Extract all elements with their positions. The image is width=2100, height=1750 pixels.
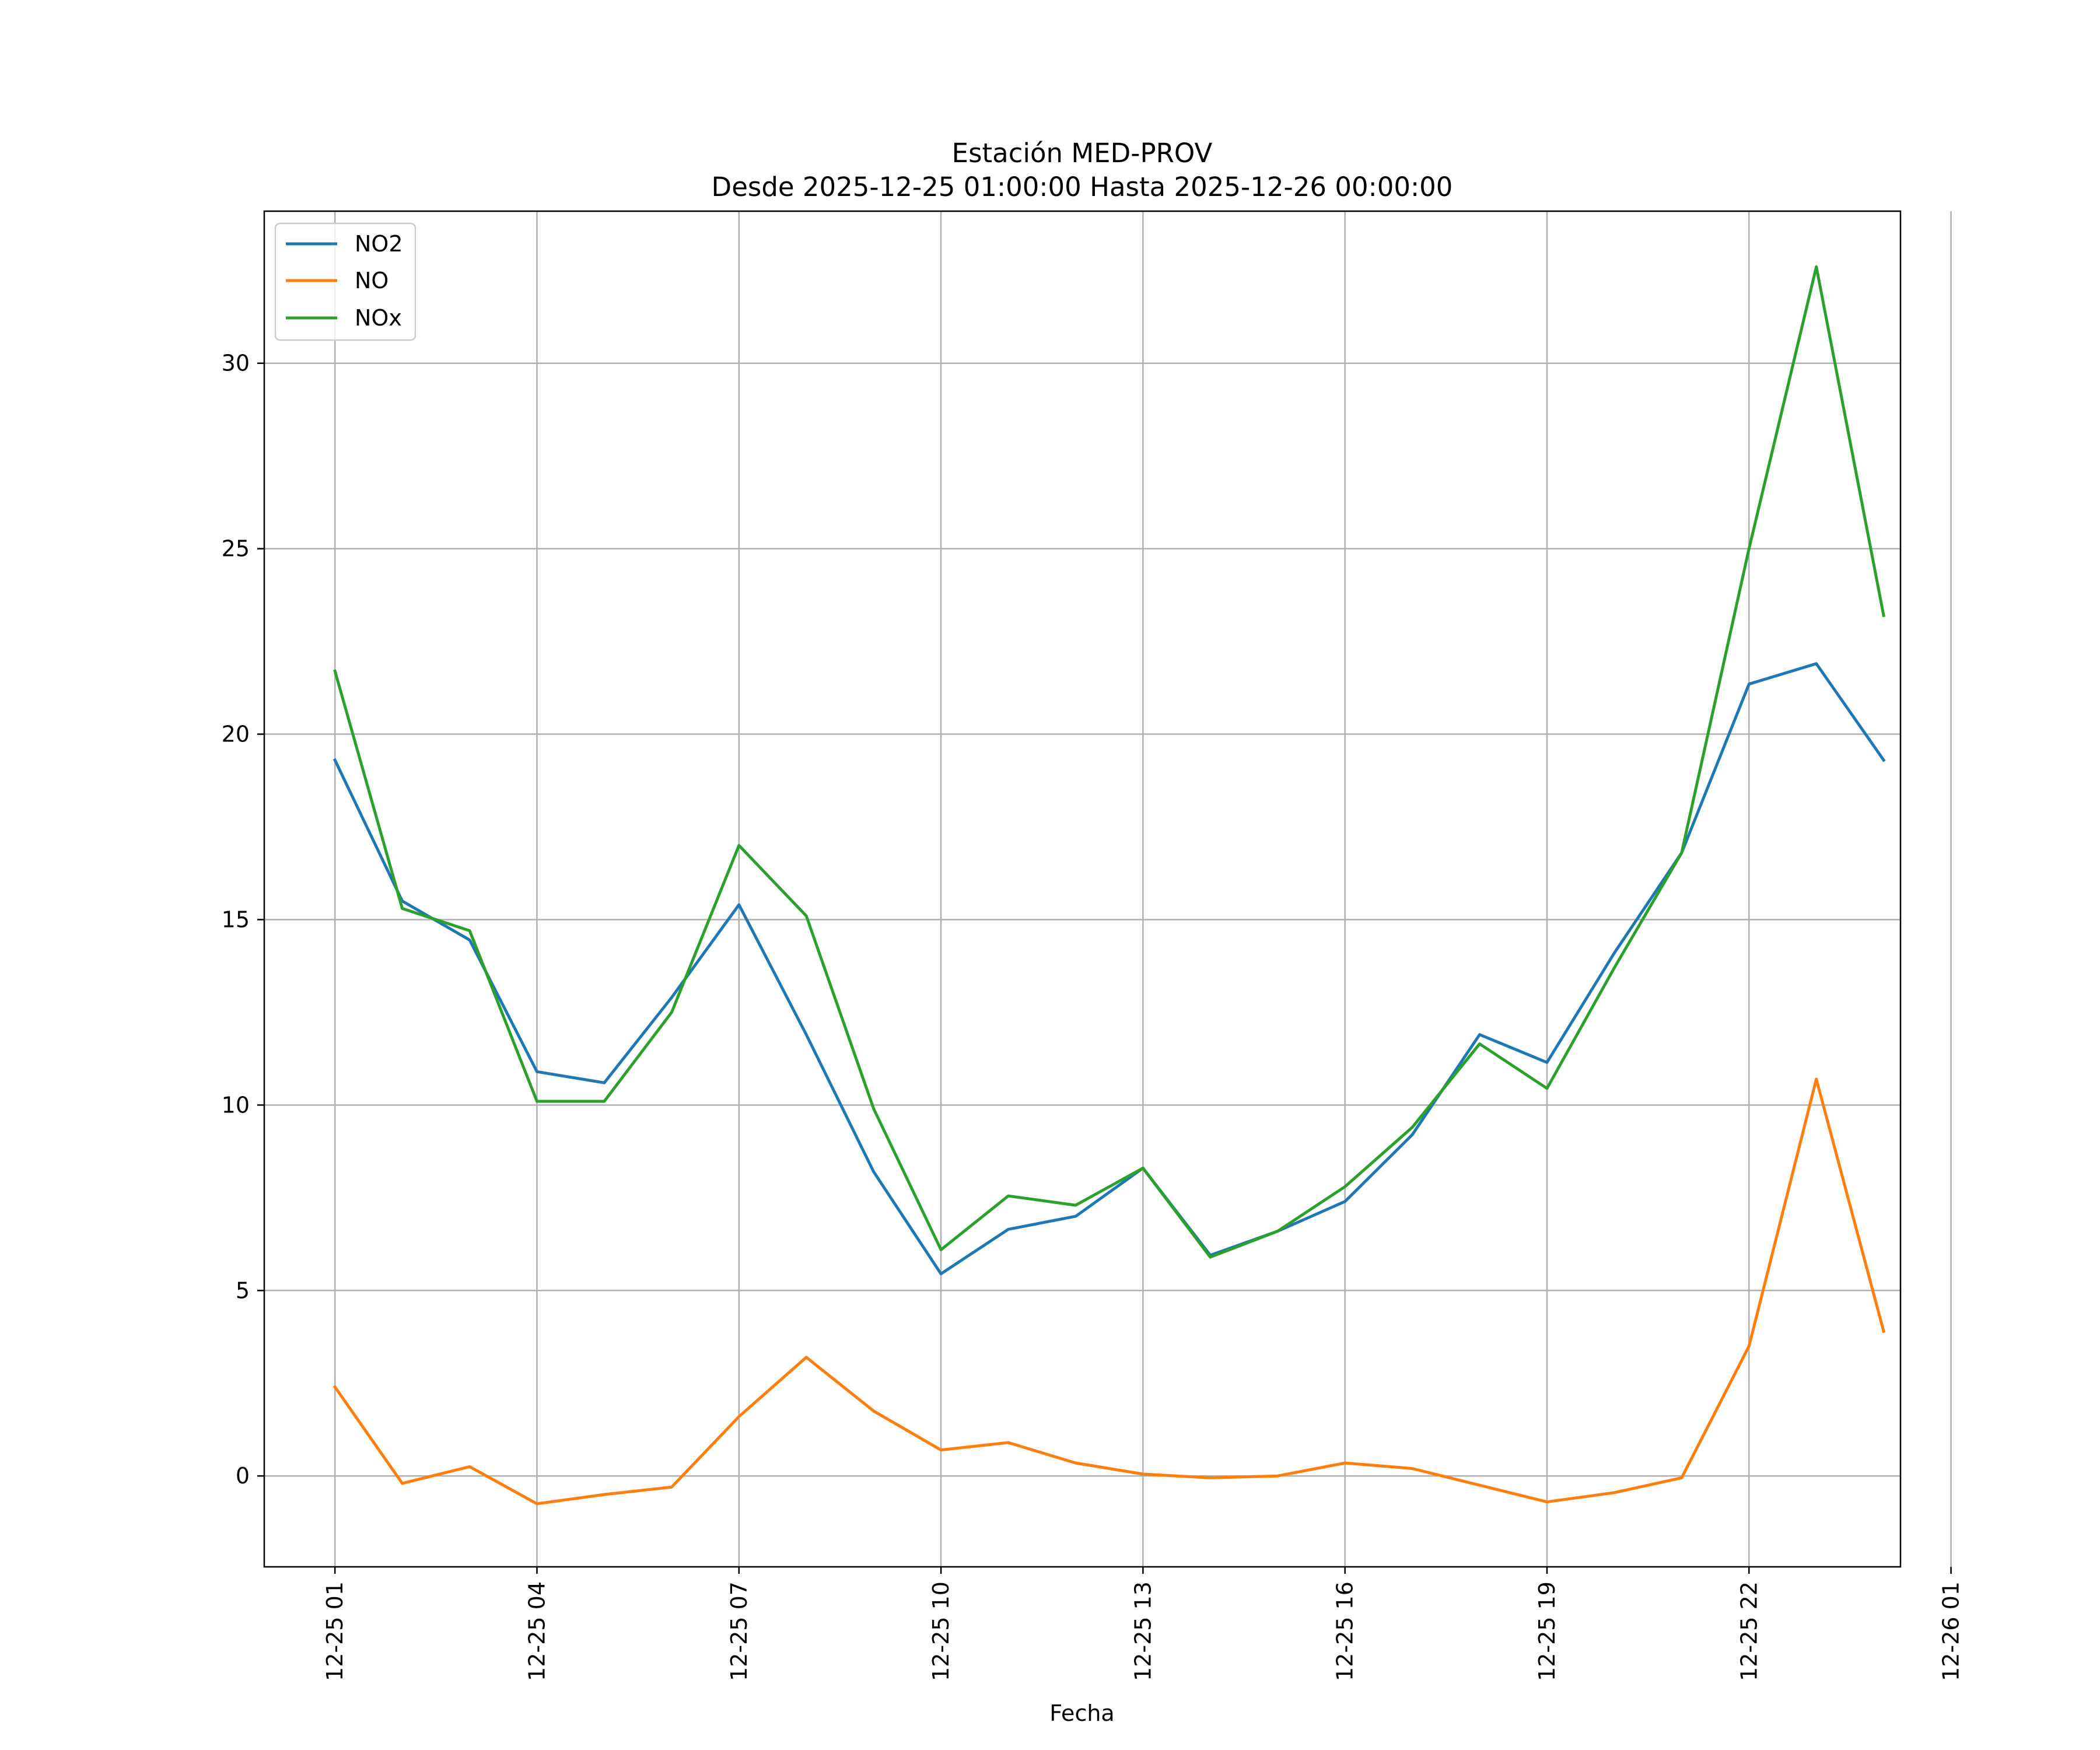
y-tick-label: 30 bbox=[222, 351, 250, 376]
series-line-no bbox=[332, 1077, 1886, 1506]
legend-label-nox: NOx bbox=[355, 305, 402, 331]
series-lines bbox=[332, 265, 1886, 1506]
x-tick-label: 12-25 13 bbox=[1130, 1581, 1156, 1681]
x-tick-label: 12-25 07 bbox=[726, 1581, 752, 1681]
x-tick-label: 12-25 19 bbox=[1534, 1581, 1560, 1681]
legend: NO2 NO NOx bbox=[274, 222, 416, 341]
x-tick-label: 12-25 10 bbox=[928, 1581, 954, 1681]
series-line-nox bbox=[333, 265, 1886, 1259]
legend-label-no: NO bbox=[355, 268, 388, 293]
y-tick-label: 25 bbox=[222, 536, 250, 562]
legend-label-no2: NO2 bbox=[355, 231, 403, 257]
y-tick-label: 15 bbox=[222, 907, 250, 932]
x-tick-label: 12-26 01 bbox=[1938, 1581, 1964, 1681]
y-tick-label: 0 bbox=[236, 1463, 250, 1489]
plot-frame bbox=[263, 210, 1902, 1568]
y-tick-label: 5 bbox=[236, 1278, 250, 1303]
legend-box bbox=[274, 222, 416, 341]
x-axis-label: Fecha bbox=[1049, 1700, 1114, 1726]
x-tick-label: 12-25 04 bbox=[524, 1581, 550, 1681]
y-tick-label: 10 bbox=[222, 1092, 250, 1118]
chart-title-line2: Desde 2025-12-25 01:00:00 Hasta 2025-12-… bbox=[712, 172, 1453, 202]
axis-ticks: 0 5 10 15 20 25 30 12-25 01 12-25 04 12-25 07 12-2… bbox=[222, 351, 1964, 1681]
x-tick-label: 12-25 16 bbox=[1332, 1581, 1358, 1681]
series-line-no2 bbox=[332, 662, 1886, 1276]
y-tick-label: 20 bbox=[222, 722, 250, 747]
chart-title-line1: Estación MED-PROV bbox=[952, 138, 1213, 169]
grid bbox=[264, 211, 1952, 1567]
x-tick-label: 12-25 01 bbox=[322, 1581, 348, 1681]
x-tick-label: 12-25 22 bbox=[1736, 1581, 1762, 1681]
